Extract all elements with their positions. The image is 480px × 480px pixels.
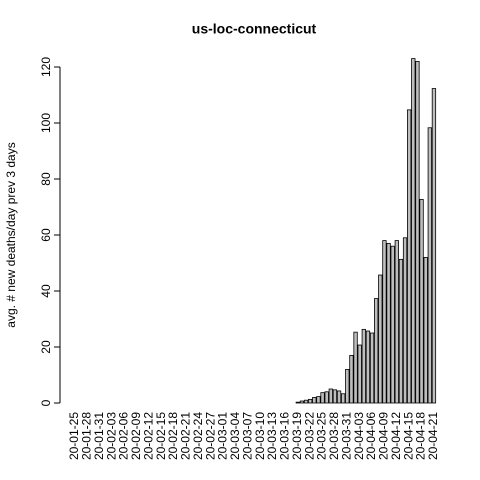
x-tick-label: 20-04-09	[377, 412, 391, 460]
x-tick-label: 20-02-27	[203, 412, 217, 460]
bar	[419, 199, 424, 404]
x-tick-label: 20-04-06	[364, 412, 378, 460]
x-tick-label: 20-04-15	[401, 412, 415, 460]
x-tick-label: 20-02-09	[129, 412, 143, 460]
bar	[312, 396, 317, 404]
x-tick-label: 20-01-28	[80, 412, 94, 460]
x-tick-label: 20-03-31	[339, 412, 353, 460]
bar	[402, 237, 408, 404]
x-tick-label: 20-03-16	[278, 412, 292, 460]
bar	[299, 400, 305, 404]
x-tick-label: 20-03-25	[315, 412, 329, 460]
bar	[324, 391, 329, 404]
bar	[308, 398, 313, 404]
y-tick-label: 100	[39, 113, 53, 133]
x-tick-label: 20-02-18	[166, 412, 180, 460]
x-tick-label: 20-01-31	[92, 412, 106, 460]
x-tick-label: 20-02-24	[191, 412, 205, 460]
bar	[427, 127, 432, 404]
chart-title: us-loc-connecticut	[192, 21, 317, 37]
bar	[353, 331, 358, 404]
bar	[320, 392, 325, 404]
y-tick-label: 60	[39, 228, 53, 242]
bar	[415, 61, 420, 404]
bar	[386, 242, 391, 404]
bar	[341, 393, 346, 404]
bar	[382, 240, 387, 404]
bar	[336, 390, 342, 404]
y-tick-label: 120	[39, 57, 53, 77]
x-tick-label: 20-03-13	[265, 412, 279, 460]
x-tick-label: 20-02-12	[141, 412, 155, 460]
x-tick-label: 20-03-28	[327, 412, 341, 460]
bar	[374, 298, 379, 404]
bar	[345, 368, 350, 404]
x-tick-label: 20-02-21	[179, 412, 193, 460]
bar	[303, 399, 309, 404]
x-tick-label: 20-03-04	[228, 412, 242, 460]
x-tick-label: 20-02-03	[104, 412, 118, 460]
y-tick-label: 0	[39, 399, 53, 406]
bar	[407, 109, 412, 404]
x-tick-label: 20-03-01	[216, 412, 230, 460]
x-tick-label: 20-03-22	[302, 412, 316, 460]
bar	[398, 258, 404, 404]
y-tick-label: 40	[39, 284, 53, 298]
bar	[411, 58, 416, 404]
bar	[378, 274, 383, 404]
x-tick-label: 20-04-18	[414, 412, 428, 460]
x-tick-label: 20-04-21	[426, 412, 440, 460]
x-tick-label: 20-02-06	[117, 412, 131, 460]
x-tick-label: 20-03-19	[290, 412, 304, 460]
y-tick-label: 20	[39, 340, 53, 354]
bar	[332, 389, 338, 404]
bar	[369, 332, 375, 404]
x-tick-label: 20-03-10	[253, 412, 267, 460]
bar	[361, 328, 366, 404]
bar	[349, 354, 354, 404]
bar	[357, 344, 362, 404]
x-tick-label: 20-03-07	[240, 412, 254, 460]
y-tick-label: 80	[39, 172, 53, 186]
bar	[295, 401, 300, 404]
bar	[328, 388, 333, 404]
y-axis-label: avg. # new deaths/day prev 3 days	[4, 142, 18, 327]
bar	[394, 240, 399, 404]
bar	[390, 245, 395, 404]
bar	[431, 88, 437, 404]
x-tick-label: 20-04-03	[352, 412, 366, 460]
x-tick-label: 20-01-25	[67, 412, 81, 460]
bar	[365, 330, 371, 404]
bar	[316, 396, 321, 404]
bar	[423, 256, 428, 404]
x-tick-label: 20-02-15	[154, 412, 168, 460]
x-tick-label: 20-04-12	[389, 412, 403, 460]
